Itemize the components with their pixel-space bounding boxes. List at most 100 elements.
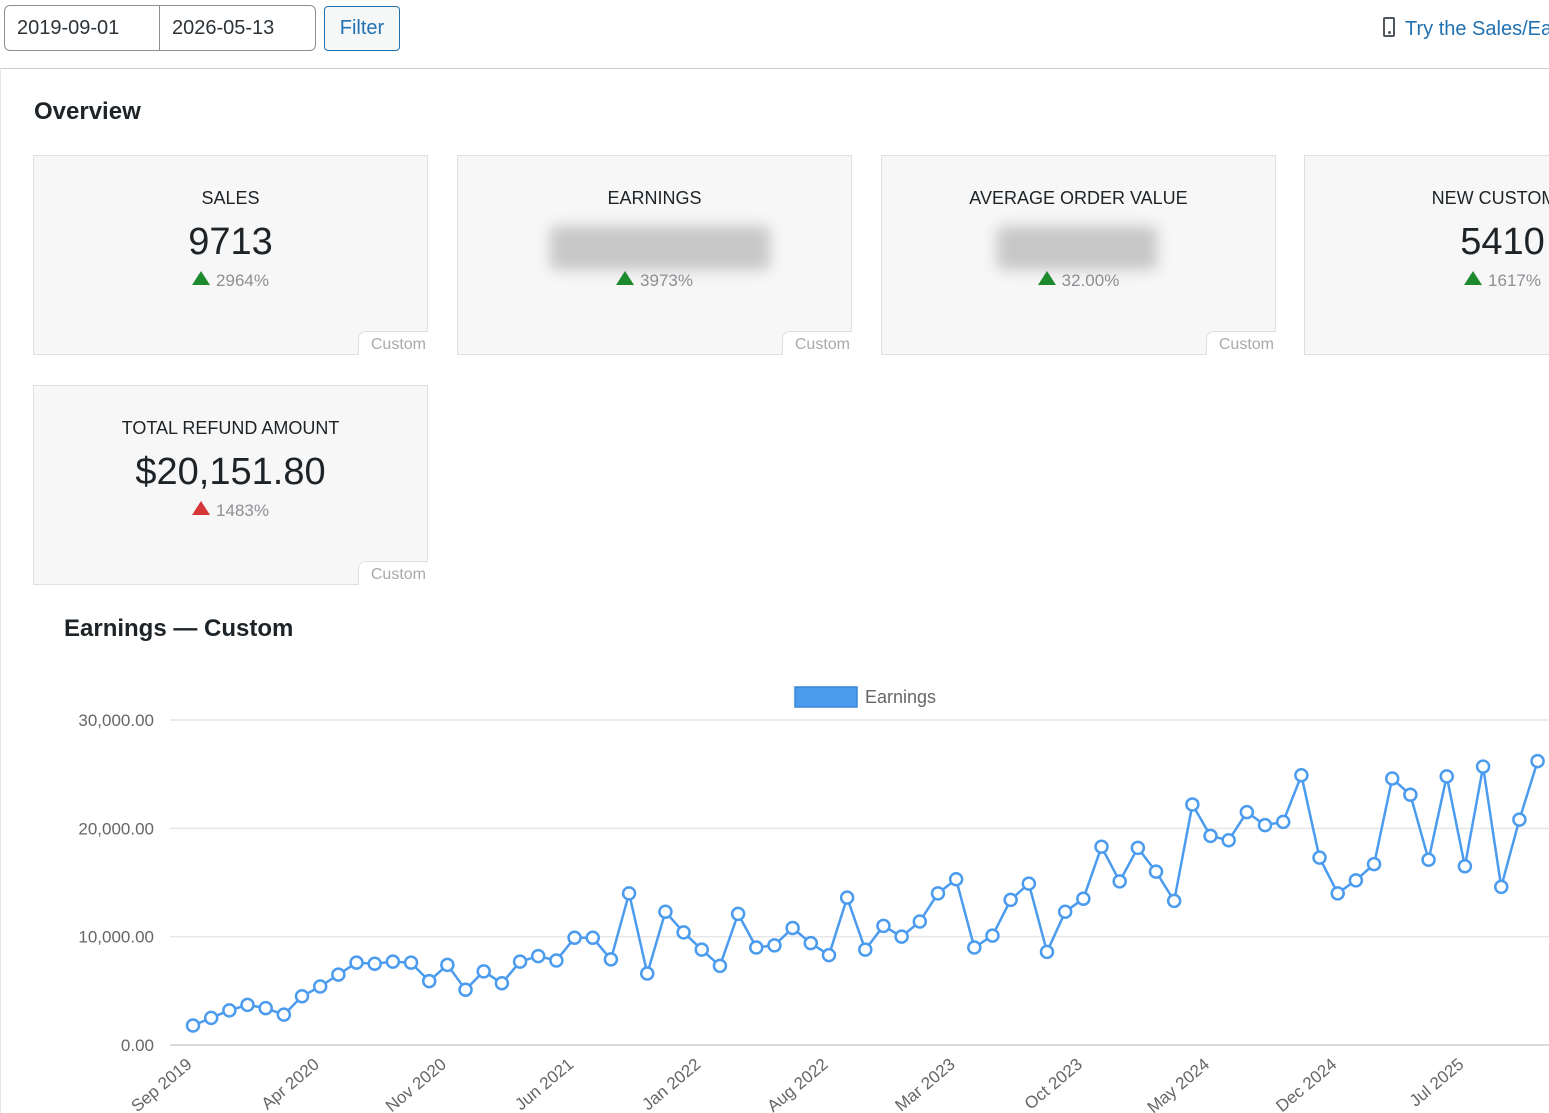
earnings-data-point (603, 952, 619, 967)
earnings-data-point (476, 964, 491, 979)
card-change-value: 1617% (1488, 271, 1541, 290)
end-date-input[interactable]: 2026-05-13 (159, 5, 316, 51)
x-tick-label: Oct 2023 (1021, 1055, 1086, 1113)
card-period-tag: Custom (358, 561, 428, 585)
earnings-data-point (1166, 893, 1182, 909)
earnings-data-point (1439, 769, 1454, 784)
page-edge-rule (0, 68, 1, 1113)
new-customers-card: NEW CUSTOMEI 5410 1617% (1304, 155, 1549, 355)
earnings-data-point (658, 904, 673, 919)
card-period-tag: Custom (782, 331, 852, 355)
earnings-data-point (403, 955, 419, 970)
x-tick-label: Apr 2020 (258, 1055, 323, 1113)
total-refund-card: TOTAL REFUND AMOUNT $20,151.80 1483% Cus… (33, 385, 428, 585)
card-change: 1483% (34, 501, 427, 521)
earnings-data-point (1457, 859, 1473, 874)
blurred-value (550, 226, 770, 270)
earnings-data-point (730, 906, 746, 922)
earnings-data-point (331, 967, 346, 982)
card-title: SALES (201, 188, 260, 208)
earnings-data-point (621, 886, 637, 901)
earnings-data-point (440, 957, 455, 973)
x-tick-label: Mar 2023 (891, 1055, 958, 1113)
earnings-data-point (821, 947, 837, 963)
overview-heading: Overview (34, 98, 141, 125)
earnings-chart-title: Earnings — Custom (64, 615, 294, 642)
legend-label: Earnings (865, 687, 936, 707)
earnings-data-point (948, 872, 964, 887)
start-date-input[interactable]: 2019-09-01 (4, 5, 160, 51)
x-tick-label: Jun 2021 (511, 1055, 577, 1113)
trend-up-icon (192, 271, 211, 285)
card-change-value: 32.00% (1061, 271, 1120, 290)
x-tick-label: Aug 2022 (764, 1055, 832, 1113)
earnings-data-point (930, 886, 946, 901)
filter-bar: 2019-09-01 2026-05-13 Filter Try the Sal… (0, 0, 1549, 69)
try-app-link[interactable]: Try the Sales/Ear (1383, 14, 1549, 44)
x-tick-label: Sep 2019 (128, 1055, 196, 1113)
card-inner: NEW CUSTOMEI 5410 1617% (1305, 156, 1549, 356)
earnings-data-point (876, 918, 891, 934)
earnings-data-point (222, 1003, 237, 1018)
earnings-data-point (1112, 874, 1127, 889)
earnings-data-point (1185, 797, 1200, 812)
earnings-data-point (185, 1018, 201, 1033)
earnings-data-point (276, 1007, 292, 1022)
earnings-data-point (1076, 891, 1091, 906)
card-change-value: 1483% (216, 501, 269, 520)
earnings-data-point (1530, 753, 1545, 769)
phone-icon (1383, 17, 1395, 37)
earnings-data-point (1384, 771, 1400, 786)
x-tick-label: Nov 2020 (382, 1055, 450, 1113)
card-change: 1617% (1305, 271, 1549, 291)
card-change: 32.00% (882, 271, 1275, 291)
earnings-data-point (1094, 839, 1109, 854)
earnings-data-point (985, 928, 1000, 943)
earnings-data-point (1221, 833, 1236, 848)
try-app-link-label: Try the Sales/Ear (1405, 18, 1549, 40)
earnings-data-point (1493, 879, 1509, 895)
earnings-data-point (640, 966, 655, 981)
y-tick-label: 0.00 (121, 1036, 154, 1055)
trend-up-icon (1037, 271, 1056, 285)
sales-card: SALES 9713 2964% Custom (33, 155, 428, 355)
trend-up-icon (192, 501, 211, 515)
earnings-data-point (712, 958, 728, 974)
earnings-data-point (912, 914, 928, 929)
card-title: NEW CUSTOMEI (1431, 188, 1549, 208)
earnings-data-point (1330, 886, 1345, 901)
earnings-data-point (894, 929, 909, 944)
earnings-data-point (676, 925, 691, 940)
earnings-data-point (1312, 850, 1327, 865)
card-value: 5410 (1460, 221, 1545, 263)
card-change: 2964% (34, 271, 427, 291)
earnings-data-point (749, 940, 764, 955)
earnings-data-point (585, 930, 600, 945)
earnings-data-point (1130, 840, 1146, 856)
earnings-data-point (694, 942, 710, 957)
earnings-data-point (567, 930, 582, 945)
earnings-data-point (294, 989, 310, 1004)
earnings-data-point (421, 973, 437, 989)
x-tick-label: Jan 2022 (639, 1055, 705, 1113)
y-tick-label: 30,000.00 (78, 711, 154, 730)
x-tick-label: Jul 2025 (1406, 1055, 1467, 1111)
card-change-value: 3973% (640, 271, 693, 290)
earnings-data-point (1512, 812, 1527, 827)
filter-button[interactable]: Filter (324, 6, 400, 51)
earnings-data-point (1348, 873, 1364, 888)
card-period-tag: Custom (1206, 331, 1276, 355)
earnings-data-point (1366, 856, 1382, 872)
x-tick-label: May 2024 (1144, 1055, 1213, 1113)
earnings-data-point (512, 954, 528, 969)
earnings-data-point (803, 935, 819, 951)
y-tick-label: 20,000.00 (78, 819, 154, 838)
trend-up-icon (616, 271, 635, 285)
earnings-data-point (1057, 904, 1073, 919)
card-change: 3973% (458, 271, 851, 291)
card-value: 9713 (188, 221, 273, 263)
earnings-data-point (1039, 944, 1055, 960)
card-title: AVERAGE ORDER VALUE (969, 188, 1188, 208)
earnings-data-point (494, 976, 510, 991)
